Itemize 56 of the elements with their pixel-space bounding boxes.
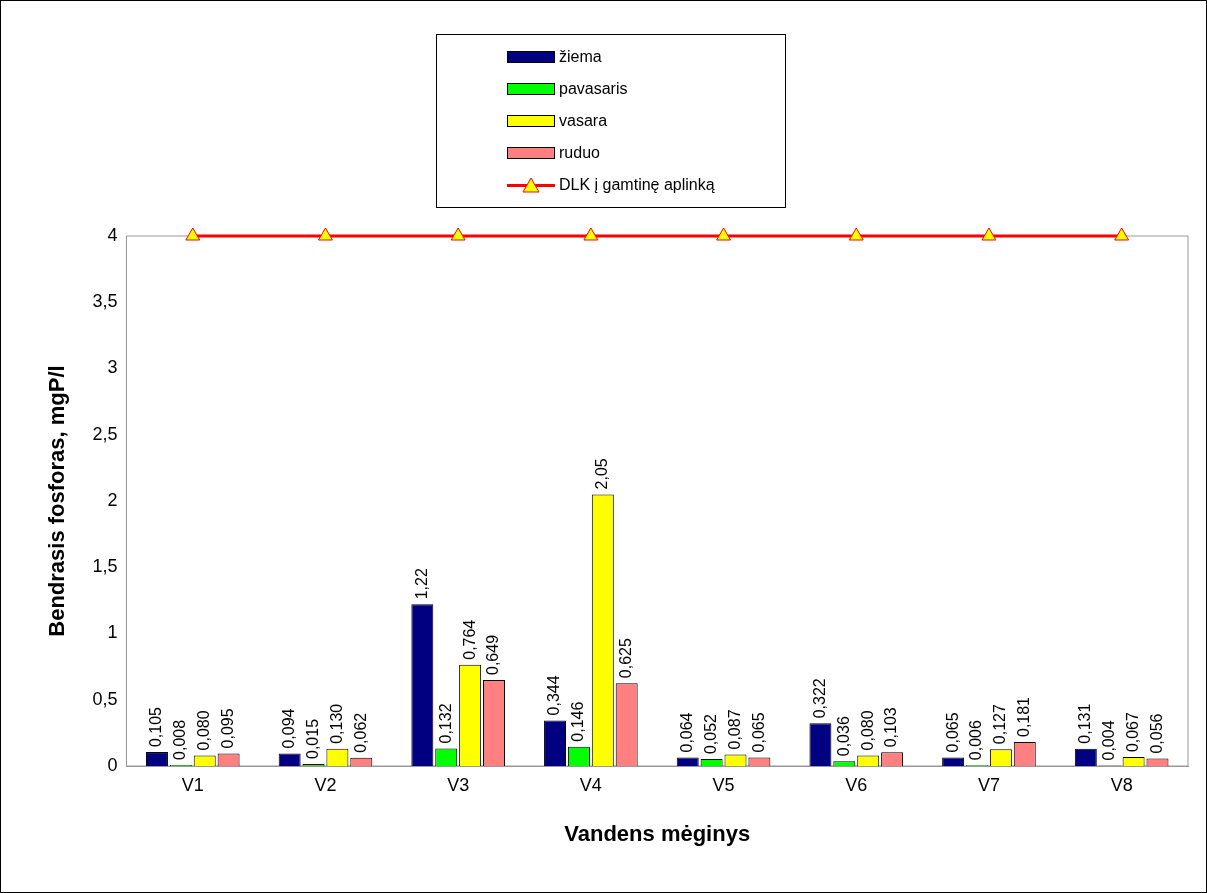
x-tick-label: V2	[314, 774, 337, 795]
data-label: 0,095	[219, 708, 237, 749]
data-label: 1,22	[412, 568, 430, 600]
data-label: 0,649	[484, 634, 502, 676]
legend-label: pavasaris	[559, 80, 628, 98]
x-tick-label: V8	[1110, 774, 1133, 795]
data-label: 0,062	[351, 712, 369, 753]
y-tick-label: 0	[107, 754, 118, 775]
data-label: 0,322	[810, 678, 828, 719]
data-label: 0,036	[834, 716, 852, 757]
x-tick-label: V4	[579, 774, 602, 795]
data-label: 0,064	[678, 712, 696, 753]
data-label: 0,015	[303, 718, 321, 760]
y-axis-title: Bendrasis fosforas, mgP/l	[44, 365, 70, 637]
data-label: 0,004	[1100, 720, 1118, 761]
data-label: 0,056	[1147, 713, 1165, 754]
x-tick-label: V5	[712, 774, 735, 795]
data-label: 0,103	[882, 707, 900, 748]
data-label: 0,067	[1124, 711, 1141, 753]
data-label: 0,006	[967, 720, 985, 761]
data-label: 0,052	[702, 713, 720, 755]
data-label: 0,080	[858, 710, 876, 751]
y-tick-label: 3	[107, 357, 118, 378]
data-label: 0,146	[569, 701, 587, 742]
x-tick-label: V1	[181, 774, 204, 795]
legend-label: ruduo	[559, 144, 600, 162]
data-label: 0,087	[725, 709, 743, 750]
data-label: 0,080	[195, 710, 213, 751]
legend-label: vasara	[559, 112, 608, 130]
y-tick-label: 3,5	[92, 291, 118, 312]
legend-label: žiema	[559, 48, 602, 66]
y-tick-label: 1,5	[92, 556, 118, 577]
data-label: 0,131	[1076, 703, 1094, 744]
data-label: 2,05	[593, 458, 611, 490]
data-label: 0,127	[991, 704, 1009, 745]
data-label: 0,130	[327, 703, 345, 744]
data-label: 0,105	[147, 706, 165, 748]
data-label: 0,764	[460, 619, 478, 660]
y-tick-label: 2,5	[92, 423, 118, 444]
data-label: 0,132	[436, 703, 454, 744]
data-label: 0,344	[545, 675, 563, 716]
x-tick-label: V6	[845, 774, 868, 795]
data-label: 0,008	[171, 719, 189, 760]
y-tick-label: 1	[107, 622, 118, 643]
y-tick-label: 0,5	[92, 688, 118, 709]
data-label: 0,181	[1015, 696, 1033, 738]
y-tick-label: 2	[107, 489, 118, 510]
y-tick-label: 4	[107, 224, 118, 245]
x-axis-title: Vandens mėginys	[564, 820, 751, 846]
data-label: 0,625	[617, 638, 635, 679]
data-label: 0,094	[280, 708, 298, 749]
x-tick-label: V7	[977, 774, 1000, 795]
data-label: 0,065	[943, 712, 961, 753]
data-label: 0,065	[749, 712, 767, 753]
x-tick-label: V3	[447, 774, 470, 795]
legend-label: DLK į gamtinę aplinką	[559, 176, 715, 194]
